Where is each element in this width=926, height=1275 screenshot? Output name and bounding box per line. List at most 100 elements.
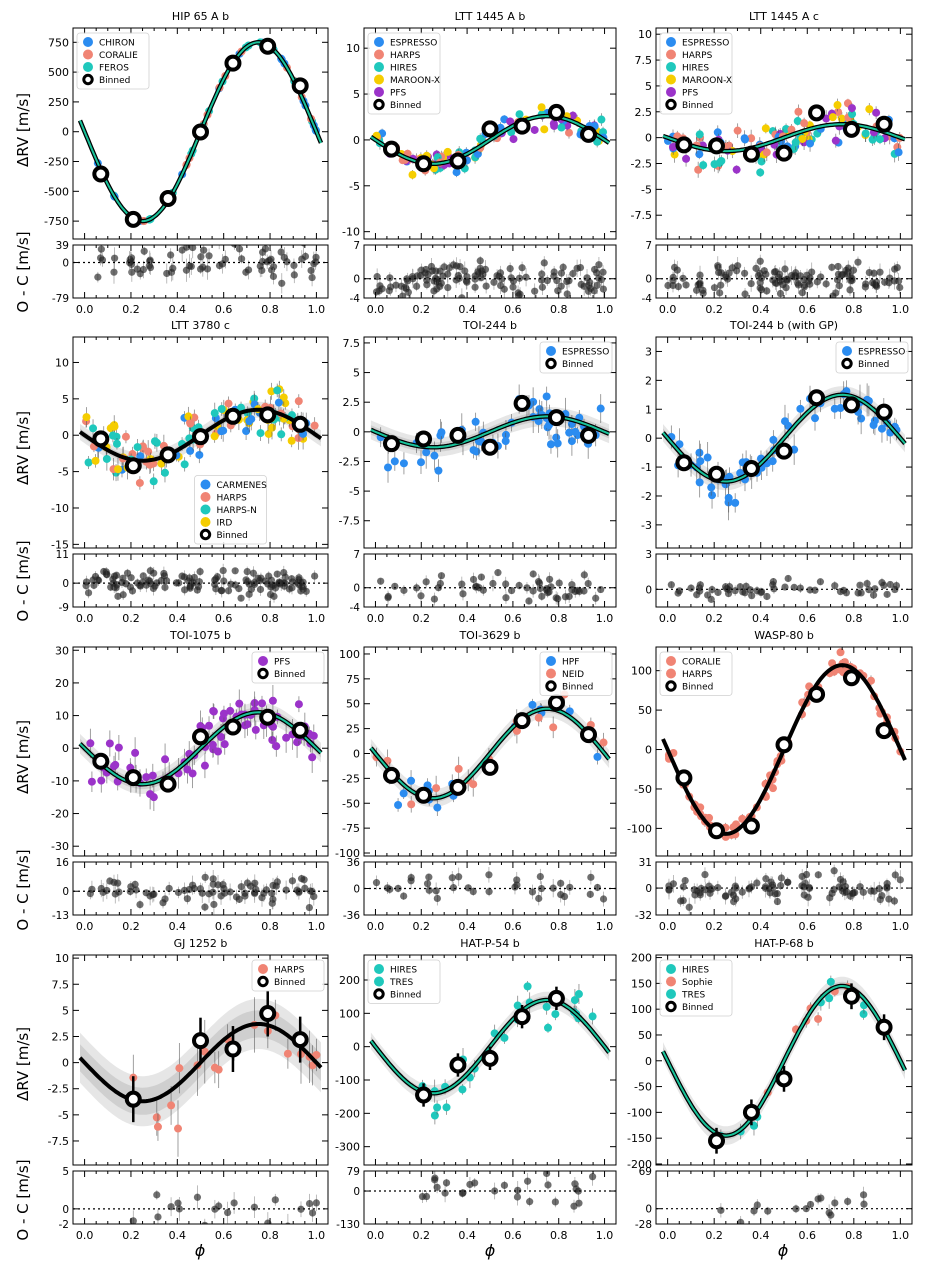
y-tick-label: 0 (645, 132, 652, 145)
binned-point (842, 120, 860, 138)
residual-point (844, 1197, 852, 1206)
data-point-tres (570, 996, 579, 1005)
legend-label: HARPS (217, 494, 248, 504)
res-y-tick-label: -4 (350, 602, 361, 614)
residual-point (869, 591, 878, 599)
binned-point (775, 144, 793, 162)
residual-point (831, 582, 839, 590)
residual-point (576, 263, 585, 272)
residual-point (123, 569, 132, 577)
data-point-espresso (894, 148, 903, 157)
data-point-pfs (205, 721, 214, 730)
residual-point (545, 588, 553, 596)
residual-point (290, 261, 298, 269)
legend: ESPRESSO HARPS HIRES MAROON-X PFS Binned (367, 32, 441, 115)
residual-point (444, 270, 452, 278)
legend-marker (666, 49, 676, 60)
residual-point (827, 1211, 835, 1219)
legend-label: Binned (217, 531, 248, 541)
residual-point (777, 874, 786, 882)
legend-label: CORALIE (99, 51, 138, 61)
residual-point (588, 1173, 597, 1181)
residual-point (587, 284, 595, 293)
binned-point (675, 769, 693, 787)
data-point-pfs (550, 121, 559, 130)
residual-point (454, 272, 462, 280)
binned-point (224, 1040, 242, 1058)
residual-point (760, 267, 768, 275)
residual-point (814, 871, 822, 879)
binned-point (842, 669, 860, 687)
residual-point (159, 899, 167, 907)
data-point-harps (210, 1063, 219, 1072)
y-tick-label: 100 (631, 665, 652, 678)
data-point-harps (834, 107, 843, 116)
data-point-espresso (542, 392, 551, 401)
residual-point (534, 578, 543, 586)
residual-point (674, 282, 682, 291)
binned-point (259, 37, 277, 55)
y-tick-label: 75 (346, 673, 360, 686)
residual-plot-area (664, 254, 904, 298)
residual-point (811, 586, 819, 594)
data-point-espresso (546, 440, 555, 449)
binned-point (92, 430, 110, 448)
residual-point (455, 873, 463, 881)
data-point-harps-n (84, 458, 93, 467)
residual-point (399, 292, 407, 298)
res-y-tick-label: 0 (645, 584, 652, 596)
legend-marker (546, 668, 556, 679)
y-tick-label: -1 (641, 461, 652, 474)
data-point-hires (557, 123, 566, 132)
residual-point (444, 284, 452, 292)
y-tick-label: 0 (353, 747, 360, 760)
residual-point (710, 284, 719, 292)
residual-point (185, 885, 193, 894)
residual-plot-area (665, 864, 904, 915)
x-tick-label: 0.2 (705, 612, 723, 625)
residual-point (436, 282, 444, 291)
res-y-tick-label: 0 (62, 578, 69, 590)
residual-point (580, 587, 588, 595)
residual-point (681, 876, 689, 885)
panel-3: LTT 1445 A c 0.0 0.2 0.4 0.6 0.8 1.0 -7.5 -5 -2.5… (631, 10, 913, 316)
legend-label: PFS (274, 658, 290, 668)
data-point-pfs (142, 773, 151, 782)
residual-point (310, 892, 318, 901)
residual-point (753, 1201, 761, 1209)
data-point-espresso (707, 483, 716, 492)
data-point-hires (710, 160, 719, 169)
x-tick-label: 0.6 (215, 612, 233, 625)
x-tick-label: 0.6 (799, 612, 817, 625)
residual-point (859, 1191, 868, 1199)
main-plot-area (77, 37, 324, 228)
data-point-harps-n (112, 439, 121, 448)
model-curve (662, 393, 906, 483)
residual-point (401, 283, 409, 292)
residual-point (896, 876, 904, 884)
main-plot-area (662, 98, 906, 178)
residual-point (862, 280, 870, 288)
residual-point (193, 1193, 202, 1201)
residual-plot-area (418, 1171, 597, 1213)
residual-point (161, 583, 169, 591)
residual-point (391, 582, 399, 590)
legend-marker-binned (545, 357, 557, 370)
x-tick-label: 0.4 (752, 303, 770, 316)
residual-point (802, 870, 811, 879)
residual-point (513, 881, 521, 889)
y-tick-label: 50 (638, 704, 652, 717)
data-point-carmenes (136, 452, 145, 461)
legend-label: HARPS (682, 51, 713, 61)
legend-label: Binned (274, 978, 305, 988)
residual-point (178, 572, 186, 580)
data-point-pfs (568, 111, 577, 120)
data-point-neid (512, 726, 521, 735)
residual-point (798, 289, 806, 297)
residual-point (218, 260, 227, 268)
residual-point (201, 873, 209, 881)
residual-point (707, 595, 715, 603)
residual-point (430, 595, 439, 603)
res-y-tick-label: 0 (645, 883, 652, 895)
legend-marker (200, 504, 211, 515)
